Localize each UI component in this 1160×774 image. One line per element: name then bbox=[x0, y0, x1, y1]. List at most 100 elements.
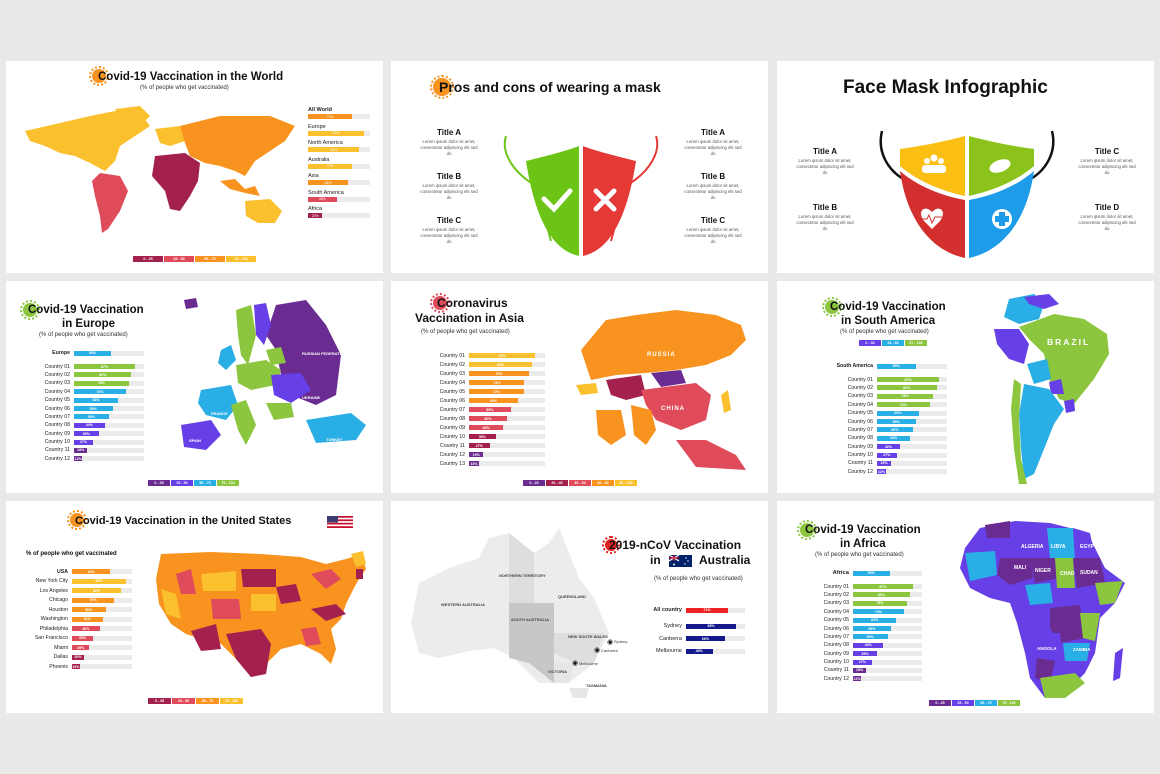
map-label: RUSSIA bbox=[647, 352, 676, 358]
region-label: NORTHERN TERRITORY bbox=[499, 573, 546, 578]
slide-title: Covid-19 Vaccination bbox=[805, 524, 921, 536]
world-item: All World 71% bbox=[308, 107, 370, 124]
bar-row: Houston 56% bbox=[16, 605, 132, 615]
bar-row: Melbourne 48% bbox=[641, 645, 745, 658]
medical-cross-icon bbox=[992, 209, 1012, 229]
australia-flag-icon bbox=[669, 555, 692, 567]
australia-map bbox=[411, 528, 609, 698]
slide-title: Pros and cons of wearing a mask bbox=[439, 79, 661, 95]
bar-row: Country 04 74% bbox=[807, 401, 947, 409]
mask-item-b: Title B Lorem ipsum dolor sit amet, conse… bbox=[796, 203, 854, 231]
bar-row: Country 03 78% bbox=[14, 379, 144, 387]
slide-africa-vaccination[interactable]: Covid-19 Vaccination in Africa (% of peo… bbox=[777, 501, 1154, 713]
bar-row-summary: Africa 53% bbox=[785, 569, 922, 577]
pros-item-b: Title B Lorem ipsum dolor sit amet, conse… bbox=[420, 172, 478, 200]
map-label: ALGERIA bbox=[1021, 544, 1044, 550]
asia-map bbox=[576, 310, 746, 470]
south-america-bar-list: South America 55% Country 01 87% Country 0… bbox=[807, 362, 947, 476]
usa-bar-list: USA 64% New York City 90% Los Angeles 82% C… bbox=[16, 567, 132, 672]
bar-row: Country 12 12% bbox=[807, 468, 947, 476]
virus-icon bbox=[430, 75, 454, 99]
city-label: Melbourne bbox=[579, 661, 598, 666]
color-legend: 0 - 25 25 - 50 50 - 75 75 - 100 bbox=[133, 256, 256, 262]
bar-row-summary: South America 55% bbox=[807, 362, 947, 370]
map-label: EGYPT bbox=[1080, 544, 1097, 550]
world-item: Asia 65% bbox=[308, 173, 370, 190]
slide-title-line2: Australia bbox=[699, 553, 751, 567]
location-pin-icon: ◉ bbox=[572, 660, 579, 667]
bar-row: Chicago 70% bbox=[16, 596, 132, 606]
map-label: TURKEY bbox=[326, 437, 343, 442]
slide-title-line2-prefix: in bbox=[650, 553, 661, 567]
mask-illustration bbox=[503, 135, 659, 256]
bar-row: Country 06 55% bbox=[785, 624, 922, 632]
bar-row: Country 01 87% bbox=[807, 375, 947, 383]
pros-item-a: Title A Lorem ipsum dolor sit amet, conse… bbox=[420, 128, 478, 156]
slide-south-america-vaccination[interactable]: Covid-19 Vaccination in South America (%… bbox=[777, 281, 1154, 493]
world-map bbox=[25, 106, 295, 233]
bar-row: Country 07 50% bbox=[785, 633, 922, 641]
bar-row: Country 06 55% bbox=[14, 404, 144, 412]
map-label: RUSSIAN FEDERATION bbox=[302, 351, 347, 356]
virus-icon bbox=[822, 297, 842, 317]
bar-row: Country 09 35% bbox=[14, 430, 144, 438]
pros-item-c: Title C Lorem ipsum dolor sit amet, conse… bbox=[420, 216, 478, 244]
color-legend: 0 - 25 25 - 50 50 - 75 75 - 100 bbox=[148, 480, 239, 486]
region-label: WESTERN AUSTRALIA bbox=[441, 602, 486, 607]
asia-bar-list: Country 01 87% Country 02 83% Country 03 79… bbox=[399, 351, 545, 468]
slide-title: 2019-nCoV Vaccination bbox=[609, 538, 742, 552]
slide-title-line2: in South America bbox=[841, 315, 936, 327]
bar-row: Miami 29% bbox=[16, 643, 132, 653]
list-subtitle: % of people who get vaccinated bbox=[26, 551, 117, 557]
handshake-icon bbox=[989, 159, 1011, 173]
slide-asia-vaccination[interactable]: Coronavirus Vaccination in Asia (% of pe… bbox=[391, 281, 768, 493]
bar-row: Country 06 55% bbox=[807, 417, 947, 425]
city-label: Sydney bbox=[614, 639, 628, 644]
slide-title-line2: in Europe bbox=[62, 318, 116, 330]
bar-row: Washington 51% bbox=[16, 615, 132, 625]
slide-europe-vaccination[interactable]: Covid-19 Vaccination in Europe (% of peo… bbox=[6, 281, 383, 493]
mask-item-c: Title C Lorem ipsum dolor sit amet, conse… bbox=[1078, 147, 1136, 175]
city-label: Canberra bbox=[601, 648, 618, 653]
bar-row: Country 08 44% bbox=[14, 421, 144, 429]
bar-row: New York City 90% bbox=[16, 577, 132, 587]
slide-face-mask-infographic[interactable]: Face Mask Infographic Title A Lorem ipsum… bbox=[777, 61, 1154, 273]
bar-row: Country 06 64% bbox=[399, 396, 545, 405]
bar-row: Country 05 72% bbox=[399, 387, 545, 396]
bar-row: Phoenix 13% bbox=[16, 662, 132, 672]
bar-row: Country 10 27% bbox=[785, 658, 922, 666]
europe-map bbox=[181, 298, 366, 450]
map-label: ZAMBIA bbox=[1073, 647, 1091, 652]
region-label: QUEENSLAND bbox=[558, 594, 587, 599]
slide-title: Covid-19 Vaccination in the United State… bbox=[75, 515, 292, 527]
cross-icon bbox=[593, 188, 617, 212]
slide-title: Covid-19 Vaccination in the World bbox=[98, 71, 284, 83]
bar-row: Country 03 78% bbox=[785, 599, 922, 607]
bar-row: Philadelphia 46% bbox=[16, 624, 132, 634]
bar-row: Country 07 55% bbox=[399, 405, 545, 414]
region-label: NEW SOUTH WALES bbox=[568, 634, 608, 639]
color-legend: 0 - 25 25 - 50 50 - 75 75 - 100 bbox=[148, 698, 243, 704]
heartbeat-icon bbox=[921, 208, 943, 229]
bar-row: San Francisco 35% bbox=[16, 634, 132, 644]
slide-australia-vaccination[interactable]: WESTERN AUSTRALIA NORTHERN TERRITORY QUE… bbox=[391, 501, 768, 713]
australia-bar-list: All country 71% Sydney 85% Canberra 66% Mel… bbox=[641, 605, 745, 658]
europe-bar-list: Europe 53% Country 01 87% Country 02 82% Co… bbox=[14, 349, 144, 463]
bar-row: Country 11 19% bbox=[807, 459, 947, 467]
cons-item-a: Title A Lorem ipsum dolor sit amet, conse… bbox=[684, 128, 742, 156]
bar-row: Country 10 27% bbox=[14, 438, 144, 446]
location-pin-icon: ◉ bbox=[594, 647, 601, 654]
slide-usa-vaccination[interactable]: Covid-19 Vaccination in the United State… bbox=[6, 501, 383, 713]
virus-icon bbox=[89, 66, 109, 86]
location-pin-icon: ◉ bbox=[607, 639, 614, 646]
mask-item-a: Title A Lorem ipsum dolor sit amet, conse… bbox=[796, 147, 854, 175]
bar-row: Country 01 87% bbox=[14, 362, 144, 370]
bar-row: Country 02 82% bbox=[785, 591, 922, 599]
region-label: SOUTH AUSTRALIA bbox=[511, 617, 550, 622]
check-icon bbox=[541, 188, 573, 213]
virus-icon bbox=[20, 300, 40, 320]
bar-row: Country 05 60% bbox=[807, 409, 947, 417]
slide-world-vaccination[interactable]: Covid-19 Vaccination in the World (% of … bbox=[6, 61, 383, 273]
map-label: LIBYA bbox=[1051, 544, 1066, 550]
